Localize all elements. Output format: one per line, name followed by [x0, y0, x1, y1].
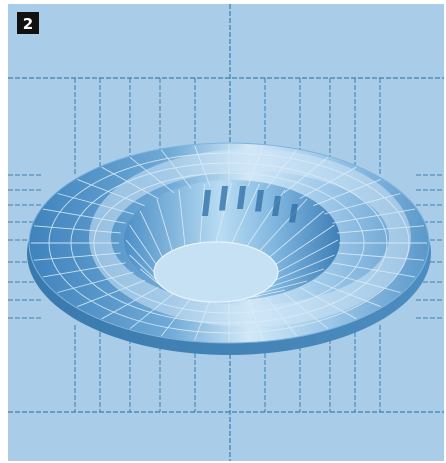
mesh-radial-line	[160, 297, 192, 337]
flange-highlight-ring	[89, 149, 411, 327]
mesh-wall-line	[125, 239, 155, 273]
mesh-ring	[93, 172, 365, 314]
mesh-wall-line	[178, 189, 186, 247]
mesh-radial-line	[101, 166, 159, 199]
mesh-wall-line	[277, 239, 339, 273]
mesh-radial-line	[77, 178, 145, 207]
mesh-radial-line	[33, 225, 121, 234]
mesh-radial-line	[283, 156, 329, 194]
mesh-wall-line	[269, 268, 324, 288]
mesh-radial-line	[77, 279, 145, 308]
mesh-radial-line	[324, 193, 401, 215]
mesh-radial-line	[101, 287, 159, 320]
wall-slot	[219, 186, 228, 211]
mesh-radial-line	[299, 166, 357, 199]
mesh-wall-line	[156, 198, 173, 251]
mesh-radial-line	[299, 287, 357, 320]
mesh-wall-line	[259, 280, 308, 294]
mesh-radial-line	[57, 271, 134, 293]
mesh-radial-line	[42, 262, 126, 278]
mesh-ring	[70, 162, 388, 324]
wall-slot	[255, 190, 264, 212]
mesh-wall-line	[215, 181, 233, 243]
figure-number-label: 2	[23, 15, 33, 33]
wall-slot	[272, 196, 281, 216]
mesh-radial-line	[194, 145, 211, 187]
wall-slot	[289, 204, 298, 223]
mesh-radial-line	[266, 297, 298, 337]
mesh-radial-line	[337, 252, 425, 261]
surface-mesh	[31, 144, 427, 342]
wall-slot	[202, 190, 211, 216]
mesh-radial-line	[194, 299, 211, 341]
mesh-wall-line	[129, 224, 157, 265]
mesh-radial-line	[160, 149, 192, 189]
mesh-radial-line	[324, 271, 401, 293]
dish-wall-slots	[202, 186, 298, 223]
mesh-radial-line	[283, 292, 329, 330]
mesh-radial-line	[57, 193, 134, 215]
mesh-wall-line	[275, 254, 335, 281]
mesh-wall-line	[231, 183, 260, 244]
mesh-radial-line	[332, 262, 416, 278]
wall-slot	[237, 186, 246, 209]
mesh-ring	[48, 152, 410, 334]
figure-number-badge: 2	[17, 12, 39, 34]
mesh-radial-line	[266, 149, 298, 189]
mesh-radial-line	[247, 145, 264, 187]
mesh-radial-line	[247, 299, 264, 341]
mesh-wall-line	[139, 210, 163, 258]
mesh-radial-line	[313, 279, 381, 308]
dished-flange-mesh-icon	[27, 142, 431, 355]
mesh-radial-line	[42, 208, 126, 224]
mesh-wall-line	[269, 210, 325, 258]
mesh-radial-line	[313, 178, 381, 207]
mesh-wall-line	[129, 254, 157, 281]
center-hole	[153, 241, 279, 303]
mesh-radial-line	[129, 292, 175, 330]
mesh-radial-line	[33, 252, 121, 261]
mesh-radial-line	[129, 156, 175, 194]
mesh-wall-line	[275, 224, 335, 265]
mesh-radial-line	[332, 208, 416, 224]
mesh-wall-line	[259, 198, 308, 252]
mesh-radial-line	[337, 225, 425, 234]
